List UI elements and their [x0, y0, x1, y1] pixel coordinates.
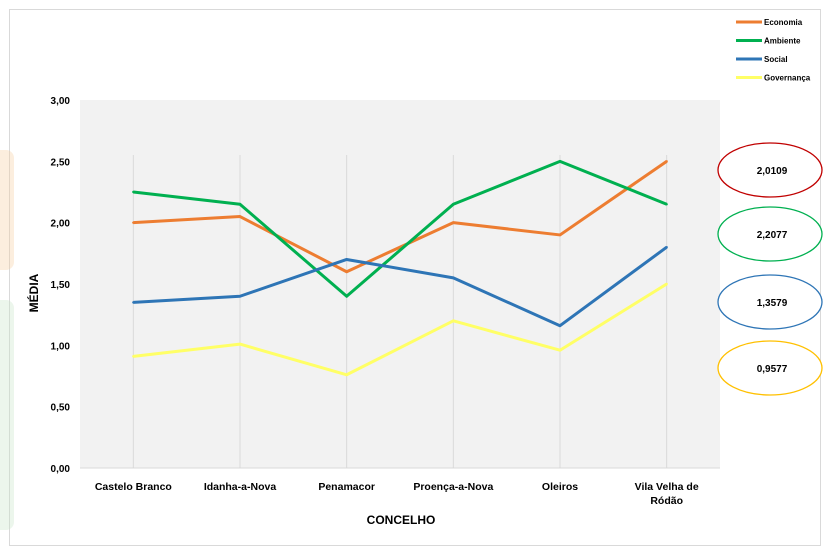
legend-label: Social [764, 55, 788, 64]
decorative-shape [0, 300, 14, 530]
data-point [132, 221, 135, 224]
data-point [558, 349, 562, 352]
average-badges: 2,0109 2,2077 1,3579 0,9577 [717, 142, 823, 396]
data-point [665, 203, 668, 206]
y-tick-label: 2,00 [51, 219, 71, 230]
y-axis-label: MÉDIA [26, 273, 41, 312]
data-point [238, 203, 242, 206]
average-ellipse [717, 206, 823, 262]
data-point [452, 276, 455, 280]
x-tick-label: Ródão [650, 495, 683, 507]
data-point [345, 258, 348, 261]
average-value: 0,9577 [757, 364, 788, 375]
data-point [132, 355, 135, 358]
x-tick-label: Idanha-a-Nova [204, 481, 277, 493]
data-point [452, 221, 455, 224]
y-tick-label: 1,50 [51, 280, 71, 291]
data-point [558, 233, 562, 237]
legend-label: Ambiente [764, 37, 801, 46]
y-tick-label: 1,00 [51, 341, 71, 352]
y-tick-label: 0,50 [51, 403, 71, 414]
data-point [558, 324, 562, 327]
x-tick-label: Proença-a-Nova [413, 481, 493, 493]
grid-lines [80, 155, 720, 469]
data-point [665, 282, 668, 286]
data-point [238, 215, 242, 218]
x-axis: Castelo Branco Idanha-a-Nova Penamacor Proe… [95, 481, 699, 507]
series-line-social [133, 245, 668, 328]
x-tick-label: Oleiros [542, 481, 578, 493]
y-tick-label: 0,00 [51, 464, 71, 475]
series-line-economia [133, 160, 668, 274]
data-point [238, 295, 242, 298]
data-point [558, 160, 562, 163]
x-tick-label: Castelo Branco [95, 481, 172, 493]
data-point [665, 160, 668, 163]
average-value: 2,0109 [757, 166, 788, 177]
data-point [238, 342, 242, 346]
decorative-shape [0, 150, 14, 270]
average-ellipse [717, 142, 823, 198]
data-point [452, 319, 455, 322]
legend: Economia Ambiente Social Governança [736, 18, 811, 83]
y-tick-label: 3,00 [51, 96, 71, 107]
data-point [132, 301, 135, 304]
data-point [345, 373, 348, 376]
data-point [345, 270, 348, 273]
x-tick-label: Penamacor [318, 481, 375, 493]
data-point [665, 246, 668, 249]
data-point [132, 190, 135, 194]
data-point [345, 295, 348, 298]
average-ellipse [717, 274, 823, 330]
plot-area [80, 100, 720, 468]
legend-label: Governança [764, 74, 811, 83]
series-line-ambiente [133, 159, 668, 298]
x-tick-label: Vila Velha de [635, 481, 699, 493]
series-line-governança [133, 282, 668, 377]
series-lines [132, 159, 668, 377]
average-value: 1,3579 [757, 298, 788, 309]
average-value: 2,2077 [757, 230, 788, 241]
y-axis: 0,00 0,50 1,00 1,50 2,00 2,50 3,00 [51, 96, 71, 475]
average-ellipse [717, 340, 823, 396]
data-point [452, 203, 455, 206]
legend-label: Economia [764, 18, 803, 27]
y-tick-label: 2,50 [51, 157, 71, 168]
x-axis-label: CONCELHO [367, 513, 436, 527]
